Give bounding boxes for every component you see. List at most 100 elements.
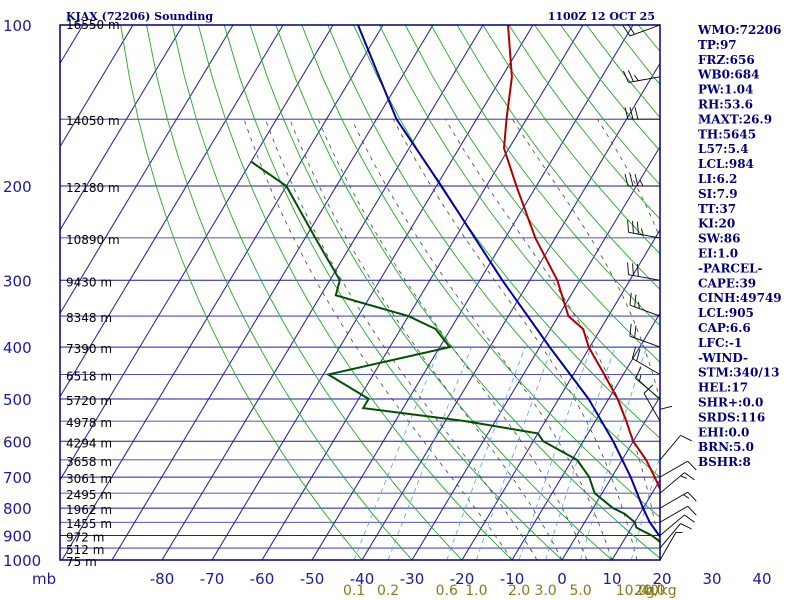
wind-barb-staff [632, 358, 661, 375]
moist-adiabat-line [762, 119, 768, 560]
mixing-ratio-unit-label: g/kg [646, 583, 677, 599]
wind-barb [635, 367, 661, 400]
index-entry: TH:5645 [698, 127, 756, 141]
moist-adiabat-line [317, 119, 588, 560]
temperature-trace [502, 25, 660, 492]
height-labels: 16550 m 14050 m 12180 m 10890 m 9430 m 8348 m… [66, 18, 120, 569]
pressure-tick-label: 1000 [3, 552, 41, 570]
isotherm-line [511, 312, 660, 560]
height-label: 75 m [66, 555, 97, 569]
wind-barb-feather [636, 348, 641, 362]
wind-barb-feather [687, 505, 697, 516]
mixing-ratio-line [446, 346, 526, 560]
pressure-tick-label: 400 [3, 339, 32, 357]
wind-barb-feather [634, 107, 639, 120]
height-label: 4294 m [66, 436, 112, 450]
wind-barb [627, 262, 661, 281]
dry-adiabat-line [249, 25, 613, 560]
index-entry: LCL:984 [698, 157, 754, 171]
wind-barb-staff [659, 523, 681, 549]
temperature-tick-label: -40 [350, 570, 375, 588]
wind-barb-feather [634, 173, 639, 187]
isotherm-grid [60, 25, 660, 560]
wind-barb [629, 323, 661, 348]
height-label: 3061 m [66, 472, 112, 486]
mixing-ratio-tick-label: 0.1 [343, 583, 365, 599]
plot-frame [59, 24, 661, 561]
wind-barb-staff [628, 76, 661, 83]
wind-barb-feather [624, 107, 629, 120]
temperature-tick-label: -70 [200, 570, 225, 588]
isotherm-line [60, 25, 334, 481]
wind-barb-feather [640, 228, 644, 236]
isotherm-line [61, 25, 384, 560]
temperature-tick-label: 0 [557, 570, 567, 588]
wind-barb [624, 173, 660, 187]
temperature-tick-label: -10 [500, 570, 525, 588]
index-entry: CINH:49749 [698, 291, 782, 305]
wind-barb-feather [684, 514, 695, 523]
index-entry: RH:53.6 [698, 98, 753, 112]
index-entry: LI:6.2 [698, 172, 737, 186]
moist-adiabat-line [392, 119, 638, 560]
temperature-tick-label: -60 [250, 570, 275, 588]
wind-barb-feather [680, 523, 692, 530]
wind-barb [659, 460, 697, 478]
wind-barb-feather [637, 221, 639, 235]
dewpoint-trace [250, 160, 660, 543]
index-entry: WMO:72206 [697, 23, 781, 37]
pressure-unit-label: mb [32, 570, 56, 588]
wind-barb-staff [643, 393, 661, 422]
index-entry: LFC:-1 [698, 336, 742, 350]
temperature-tick-label: 40 [752, 570, 771, 588]
height-label: 7390 m [66, 342, 112, 356]
isotherm-line [60, 25, 284, 398]
wind-barb-staff [659, 472, 685, 494]
index-entry: BRN:5.0 [698, 440, 754, 454]
mixing-ratio-tick-label: 2.0 [508, 583, 530, 599]
wind-barb-staff [659, 532, 677, 561]
pressure-tick-labels: 100 200 300 400 500 600 700 800 900 1000 [3, 17, 41, 570]
isotherm-line [111, 25, 434, 560]
isotherm-line [60, 25, 184, 231]
wind-barb-feather [680, 475, 688, 479]
chart-subtitle: 1100Z 12 OCT 25 [548, 10, 655, 23]
index-entry: SW:86 [698, 232, 740, 246]
temperature-tick-label: 10 [602, 570, 621, 588]
wind-barb [622, 23, 661, 37]
wind-barb-feather [627, 262, 629, 275]
wind-barb-staff [629, 24, 661, 37]
dry-adiabat-line [197, 25, 513, 560]
temperature-tick-labels: -80 -70 -60 -50 -40 -30 -20 -10 0 10 20 30 40 [150, 570, 772, 588]
mixing-ratio-line [476, 346, 553, 560]
moist-adiabat-line [445, 118, 660, 552]
wind-barb-feather [629, 107, 634, 120]
wind-barb [659, 514, 695, 536]
isotherm-line [411, 145, 660, 560]
isotherm-line [211, 25, 534, 560]
wind-barb [659, 531, 683, 561]
chart-title: KJAX (72206) Sounding [66, 10, 213, 23]
height-label: 4978 m [66, 416, 112, 430]
wind-barb-staff [659, 460, 688, 478]
index-entry: MAXT:26.9 [698, 112, 772, 126]
mixing-ratio-tick-label: 0.6 [436, 583, 458, 599]
wind-barb [623, 70, 661, 83]
dry-adiabat-line [327, 25, 660, 478]
mixing-ratio-line [630, 454, 660, 560]
dry-adiabat-line [379, 25, 660, 401]
wind-barb-staff [629, 335, 661, 348]
isotherm-line [461, 229, 660, 560]
temperature-tick-label: 20 [652, 570, 671, 588]
wind-barb-feather [659, 405, 673, 410]
wind-barb [659, 505, 697, 523]
height-label: 6518 m [66, 370, 112, 384]
isotherm-line [311, 25, 634, 560]
height-label: 972 m [66, 531, 104, 545]
wind-barb-feather [680, 434, 692, 442]
isotherm-line [161, 25, 484, 560]
dry-adiabat-line [456, 25, 660, 291]
wind-barb-feather [623, 70, 629, 83]
wind-barb [627, 219, 661, 239]
wind-barb-staff [629, 304, 661, 317]
